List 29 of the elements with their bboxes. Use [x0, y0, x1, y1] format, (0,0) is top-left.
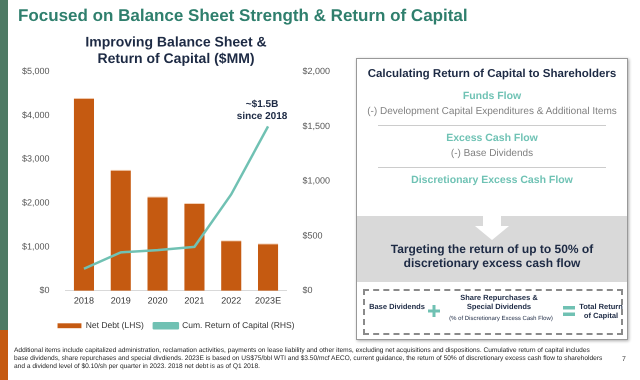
- x-tick-label: 2022: [221, 296, 242, 306]
- y-tick-label: $4,000: [22, 110, 50, 120]
- text: Discretionary Excess Cash Flow: [410, 174, 574, 186]
- text: Focused on Balance Sheet Strength & Return of Capital: [18, 6, 468, 26]
- y-tick-label: $1,000: [22, 241, 50, 252]
- text: (-) Development Capital Expenditures & Additional Items: [366, 106, 618, 117]
- text: Calculating Return of Capital to Shareholders: [366, 68, 618, 80]
- y2-tick-label: $1,000: [302, 176, 330, 186]
- text: Funds Flow: [462, 90, 522, 102]
- y2-tick-label: $0: [302, 285, 312, 296]
- x-tick-label: 2021: [184, 296, 204, 306]
- annotation: ~$1.5B since 2018: [236, 99, 288, 122]
- x-tick-label: 2019: [110, 296, 131, 306]
- chart-title: Improving Balance Sheet & Return of Capital ($MM): [85, 33, 267, 66]
- legend-label: Cum. Return of Capital (RHS): [182, 320, 295, 330]
- y2-tick-label: $500: [302, 230, 323, 240]
- x-tick-label: 2023E: [255, 296, 282, 306]
- text: Excess Cash Flow: [445, 132, 539, 144]
- x-tick-label: 2020: [148, 296, 168, 306]
- y-tick-label: $0: [40, 285, 50, 296]
- legend-label: Net Debt (LHS): [86, 320, 144, 330]
- y2-tick-label: $2,000: [302, 66, 330, 76]
- y2-tick-label: $1,500: [302, 120, 330, 131]
- text: Targeting the return of up to 50% of discretionary excess cash flow: [390, 242, 594, 270]
- y-tick-label: $2,000: [22, 198, 50, 208]
- y-tick-label: $5,000: [22, 66, 50, 76]
- y-tick-label: $3,000: [22, 154, 50, 164]
- text: (-) Base Dividends: [450, 148, 534, 159]
- x-tick-label: 2018: [74, 296, 94, 306]
